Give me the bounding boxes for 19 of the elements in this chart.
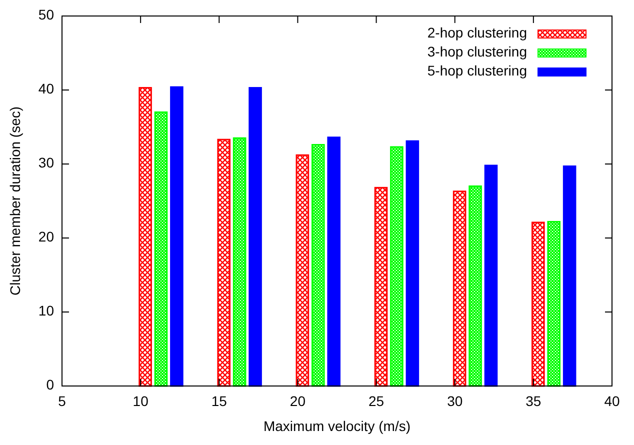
y-tick-label: 20 [38, 228, 54, 245]
x-axis-title: Maximum velocity (m/s) [263, 418, 411, 434]
legend-label: 2-hop clustering [427, 24, 527, 41]
y-tick-label: 0 [46, 376, 54, 393]
x-tick-label: 35 [526, 393, 542, 409]
y-tick-label: 30 [38, 154, 54, 171]
x-tick-label: 40 [604, 393, 620, 409]
legend-label: 3-hop clustering [427, 44, 527, 60]
x-tick-label: 25 [368, 393, 384, 409]
x-tick-label: 20 [290, 393, 306, 409]
y-axis-title: Cluster member duration (sec) [7, 106, 23, 296]
x-tick-label: 30 [447, 393, 463, 409]
y-tick-label: 10 [38, 302, 54, 319]
legend-label: 5-hop clustering [427, 62, 527, 79]
y-tick-label: 50 [38, 6, 54, 23]
y-tick-label: 40 [38, 80, 54, 97]
x-tick-label: 5 [58, 393, 66, 409]
x-tick-label: 15 [211, 393, 228, 409]
x-tick-label: 10 [132, 393, 149, 409]
